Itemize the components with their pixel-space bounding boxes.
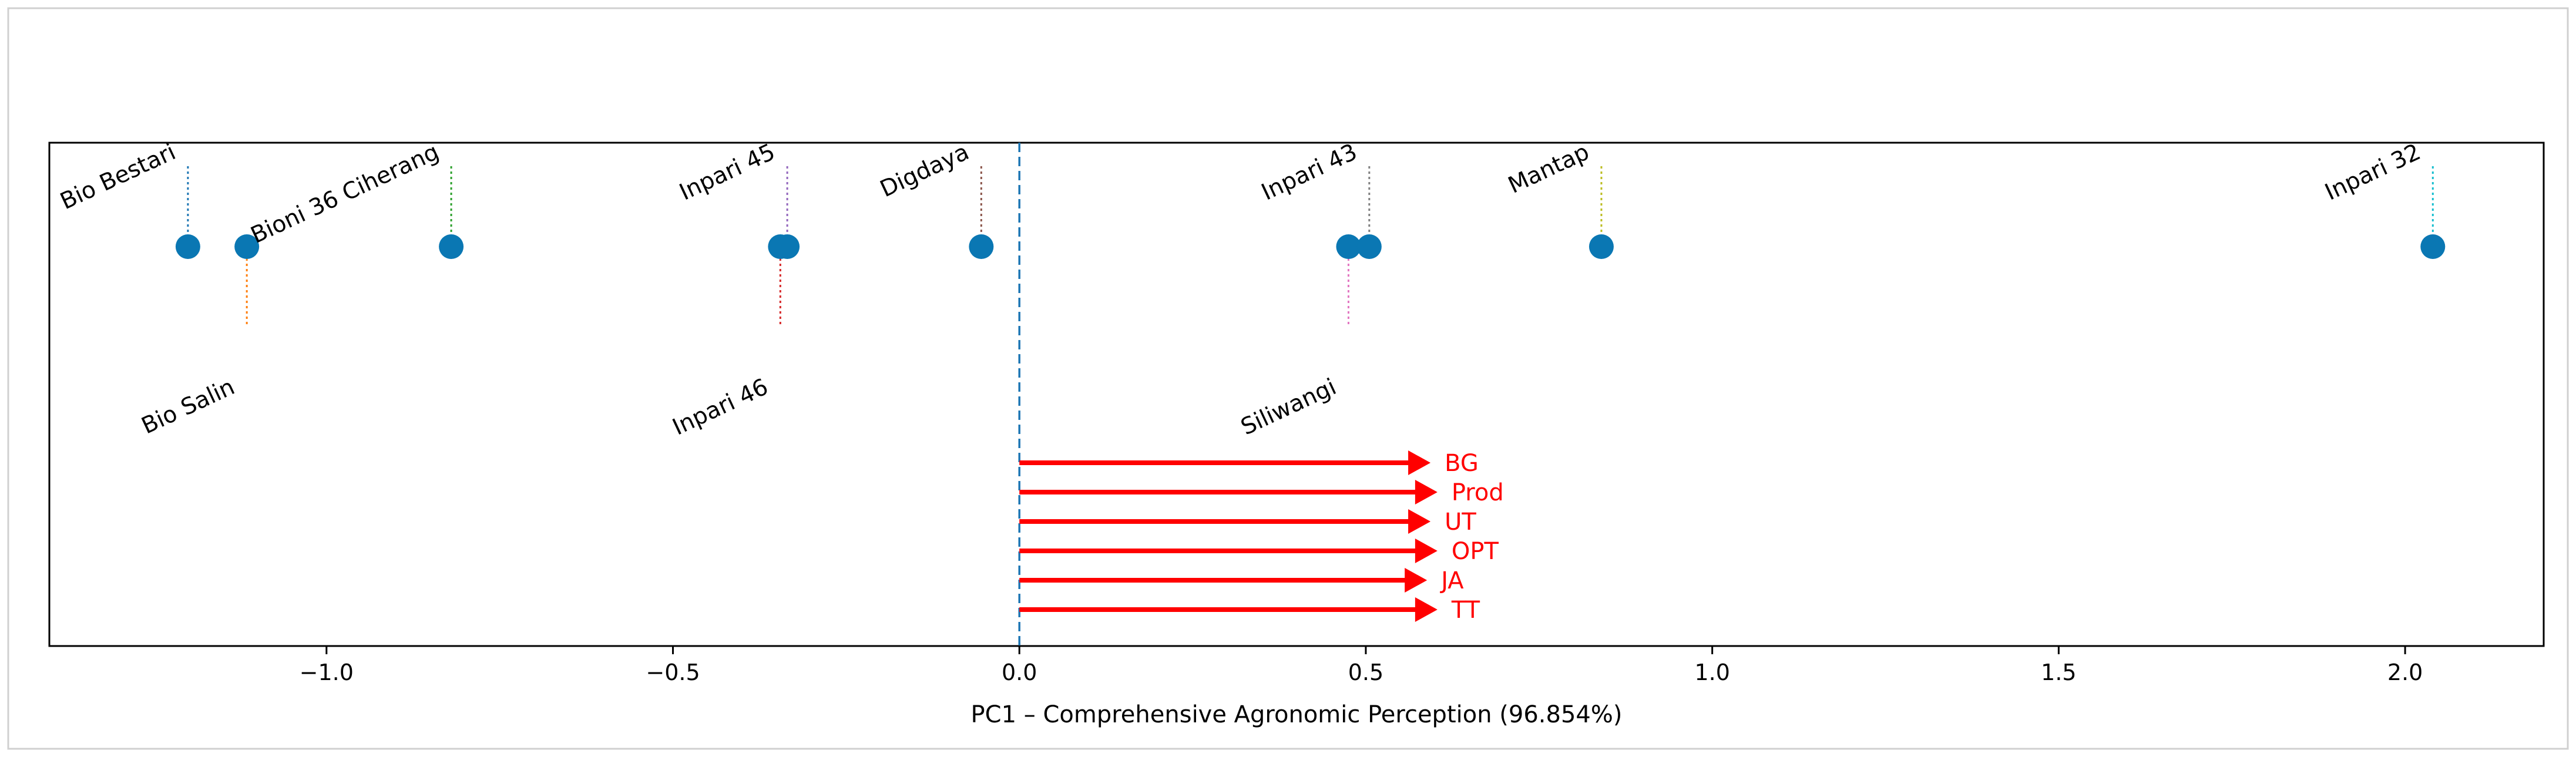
variety-point: [175, 234, 200, 259]
loading-arrow-head: [1415, 480, 1438, 504]
variety-point: [439, 234, 464, 259]
loading-arrow-head: [1415, 539, 1438, 563]
x-tick-label: 0.5: [1348, 660, 1383, 685]
variety-point: [1588, 234, 1614, 259]
x-tick-label: 1.0: [1694, 660, 1729, 685]
loading-label: JA: [1439, 567, 1464, 594]
loading-label: Prod: [1452, 479, 1504, 506]
x-axis-label: PC1 – Comprehensive Agronomic Perception…: [971, 701, 1623, 728]
x-tick-label: −1.0: [300, 660, 354, 685]
loading-arrow-head: [1408, 450, 1431, 475]
figure-frame: [7, 7, 2569, 750]
variety-point: [1336, 234, 1361, 259]
loading-arrow-head: [1415, 597, 1438, 622]
variety-point: [2420, 234, 2446, 259]
variety-point: [775, 234, 800, 259]
loading-label: UT: [1445, 509, 1476, 536]
variety-point: [234, 234, 260, 259]
axes-frame: [48, 142, 2545, 647]
variety-point: [969, 234, 994, 259]
loading-arrow-head: [1405, 568, 1428, 593]
x-tick-label: −0.5: [646, 660, 700, 685]
variety-point: [1356, 234, 1382, 259]
loading-arrow-head: [1408, 509, 1431, 534]
x-tick-label: 0.0: [1002, 660, 1037, 685]
loading-label: BG: [1445, 450, 1479, 477]
loading-label: OPT: [1452, 538, 1499, 565]
loading-label: TT: [1451, 597, 1480, 624]
x-tick-label: 1.5: [2041, 660, 2076, 685]
x-tick-label: 2.0: [2387, 660, 2423, 685]
